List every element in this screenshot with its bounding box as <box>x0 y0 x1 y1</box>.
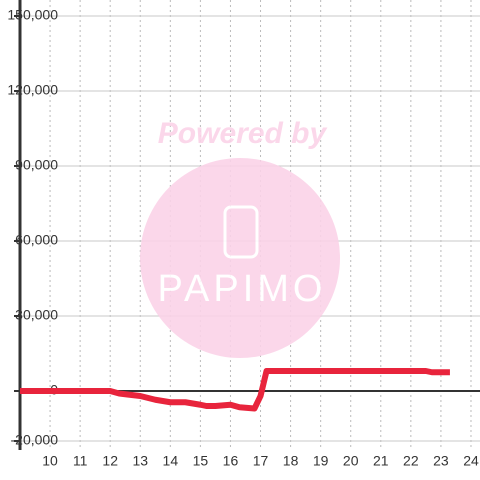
watermark-icon <box>223 205 259 259</box>
y-tick-label: 30,000 <box>15 307 58 323</box>
x-tick-label: 18 <box>283 453 299 469</box>
y-tick-label: -20,000 <box>11 432 59 448</box>
x-tick-label: 14 <box>163 453 179 469</box>
plot: 10 11 12 13 14 15 16 17 18 19 20 21 22 23 24-20,000030… <box>7 0 480 469</box>
x-tick-label: 12 <box>102 453 118 469</box>
x-tick-label: 10 <box>42 453 58 469</box>
series-line <box>20 368 450 412</box>
x-tick-label: 17 <box>253 453 269 469</box>
x-tick-label: 20 <box>343 453 359 469</box>
x-tick-label: 16 <box>223 453 239 469</box>
x-tick-label: 24 <box>463 453 479 469</box>
x-tick-label: 13 <box>132 453 148 469</box>
x-tick-label: 23 <box>433 453 449 469</box>
x-tick-label: 15 <box>193 453 209 469</box>
y-tick-label: 120,000 <box>7 82 58 98</box>
y-tick-label: 60,000 <box>15 232 58 248</box>
x-tick-label: 21 <box>373 453 389 469</box>
x-tick-label: 22 <box>403 453 419 469</box>
watermark-logo: PAPIMO <box>158 268 327 310</box>
x-tick-label: 11 <box>73 453 88 469</box>
watermark: Powered by PAPIMO <box>140 117 340 358</box>
x-tick-label: 19 <box>313 453 329 469</box>
y-tick-label: 150,000 <box>7 7 58 23</box>
watermark-text: Powered by <box>158 117 328 150</box>
y-tick-label: 90,000 <box>15 157 58 173</box>
